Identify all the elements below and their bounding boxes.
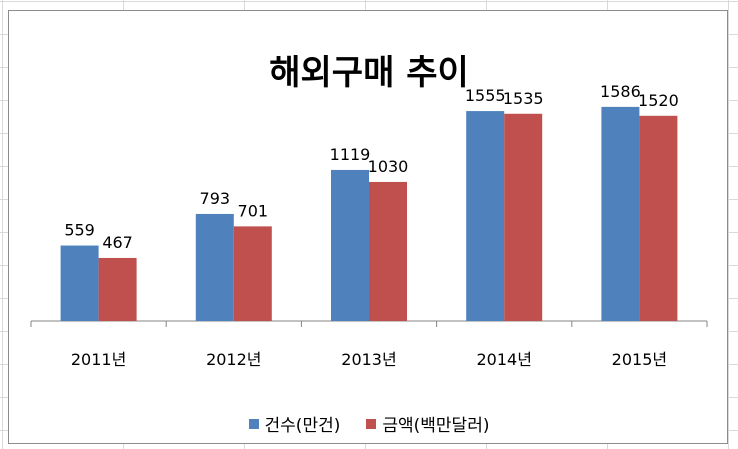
legend-label: 건수(만건) bbox=[264, 416, 341, 436]
bar[interactable] bbox=[601, 106, 640, 321]
bar[interactable] bbox=[195, 213, 234, 321]
data-label: 559 bbox=[64, 221, 95, 240]
legend-swatch bbox=[248, 418, 259, 429]
bar[interactable] bbox=[639, 115, 678, 321]
bar[interactable] bbox=[369, 181, 407, 321]
chart-title[interactable]: 해외구매 추이 bbox=[269, 53, 469, 93]
data-label: 1119 bbox=[330, 145, 371, 164]
x-tick-label: 2012년 bbox=[206, 350, 261, 369]
bar[interactable] bbox=[60, 245, 99, 321]
data-label: 701 bbox=[238, 201, 269, 220]
chart-area[interactable]: 해외구매 추이 559 467 2011년 793 701 2012년 1119 1030 20… bbox=[8, 10, 728, 444]
legend-label: 금액(백만달러) bbox=[382, 416, 490, 436]
data-label: 1586 bbox=[600, 82, 641, 101]
data-label: 467 bbox=[102, 233, 133, 252]
legend-swatch bbox=[366, 418, 377, 429]
bar[interactable] bbox=[331, 169, 369, 321]
x-tick-label: 2015년 bbox=[612, 350, 667, 369]
x-tick-label: 2011년 bbox=[71, 350, 126, 369]
data-label: 793 bbox=[200, 189, 231, 208]
plot-area: 5594672011년7937012012년111910302013년15551… bbox=[30, 82, 708, 369]
bar[interactable] bbox=[504, 113, 543, 322]
legend-item[interactable]: 금액(백만달러) bbox=[366, 411, 489, 436]
x-tick-label: 2014년 bbox=[476, 350, 531, 369]
data-label: 1535 bbox=[503, 89, 544, 108]
legend[interactable]: 건수(만건) 금액(백만달러) bbox=[9, 411, 729, 436]
data-label: 1030 bbox=[368, 157, 409, 176]
bar[interactable] bbox=[466, 111, 505, 321]
data-label: 1520 bbox=[638, 91, 679, 110]
bar[interactable] bbox=[98, 257, 137, 321]
x-tick-label: 2013년 bbox=[341, 350, 396, 369]
bar[interactable] bbox=[233, 226, 272, 321]
legend-item[interactable]: 건수(만건) bbox=[248, 411, 341, 436]
data-label: 1555 bbox=[465, 86, 506, 105]
